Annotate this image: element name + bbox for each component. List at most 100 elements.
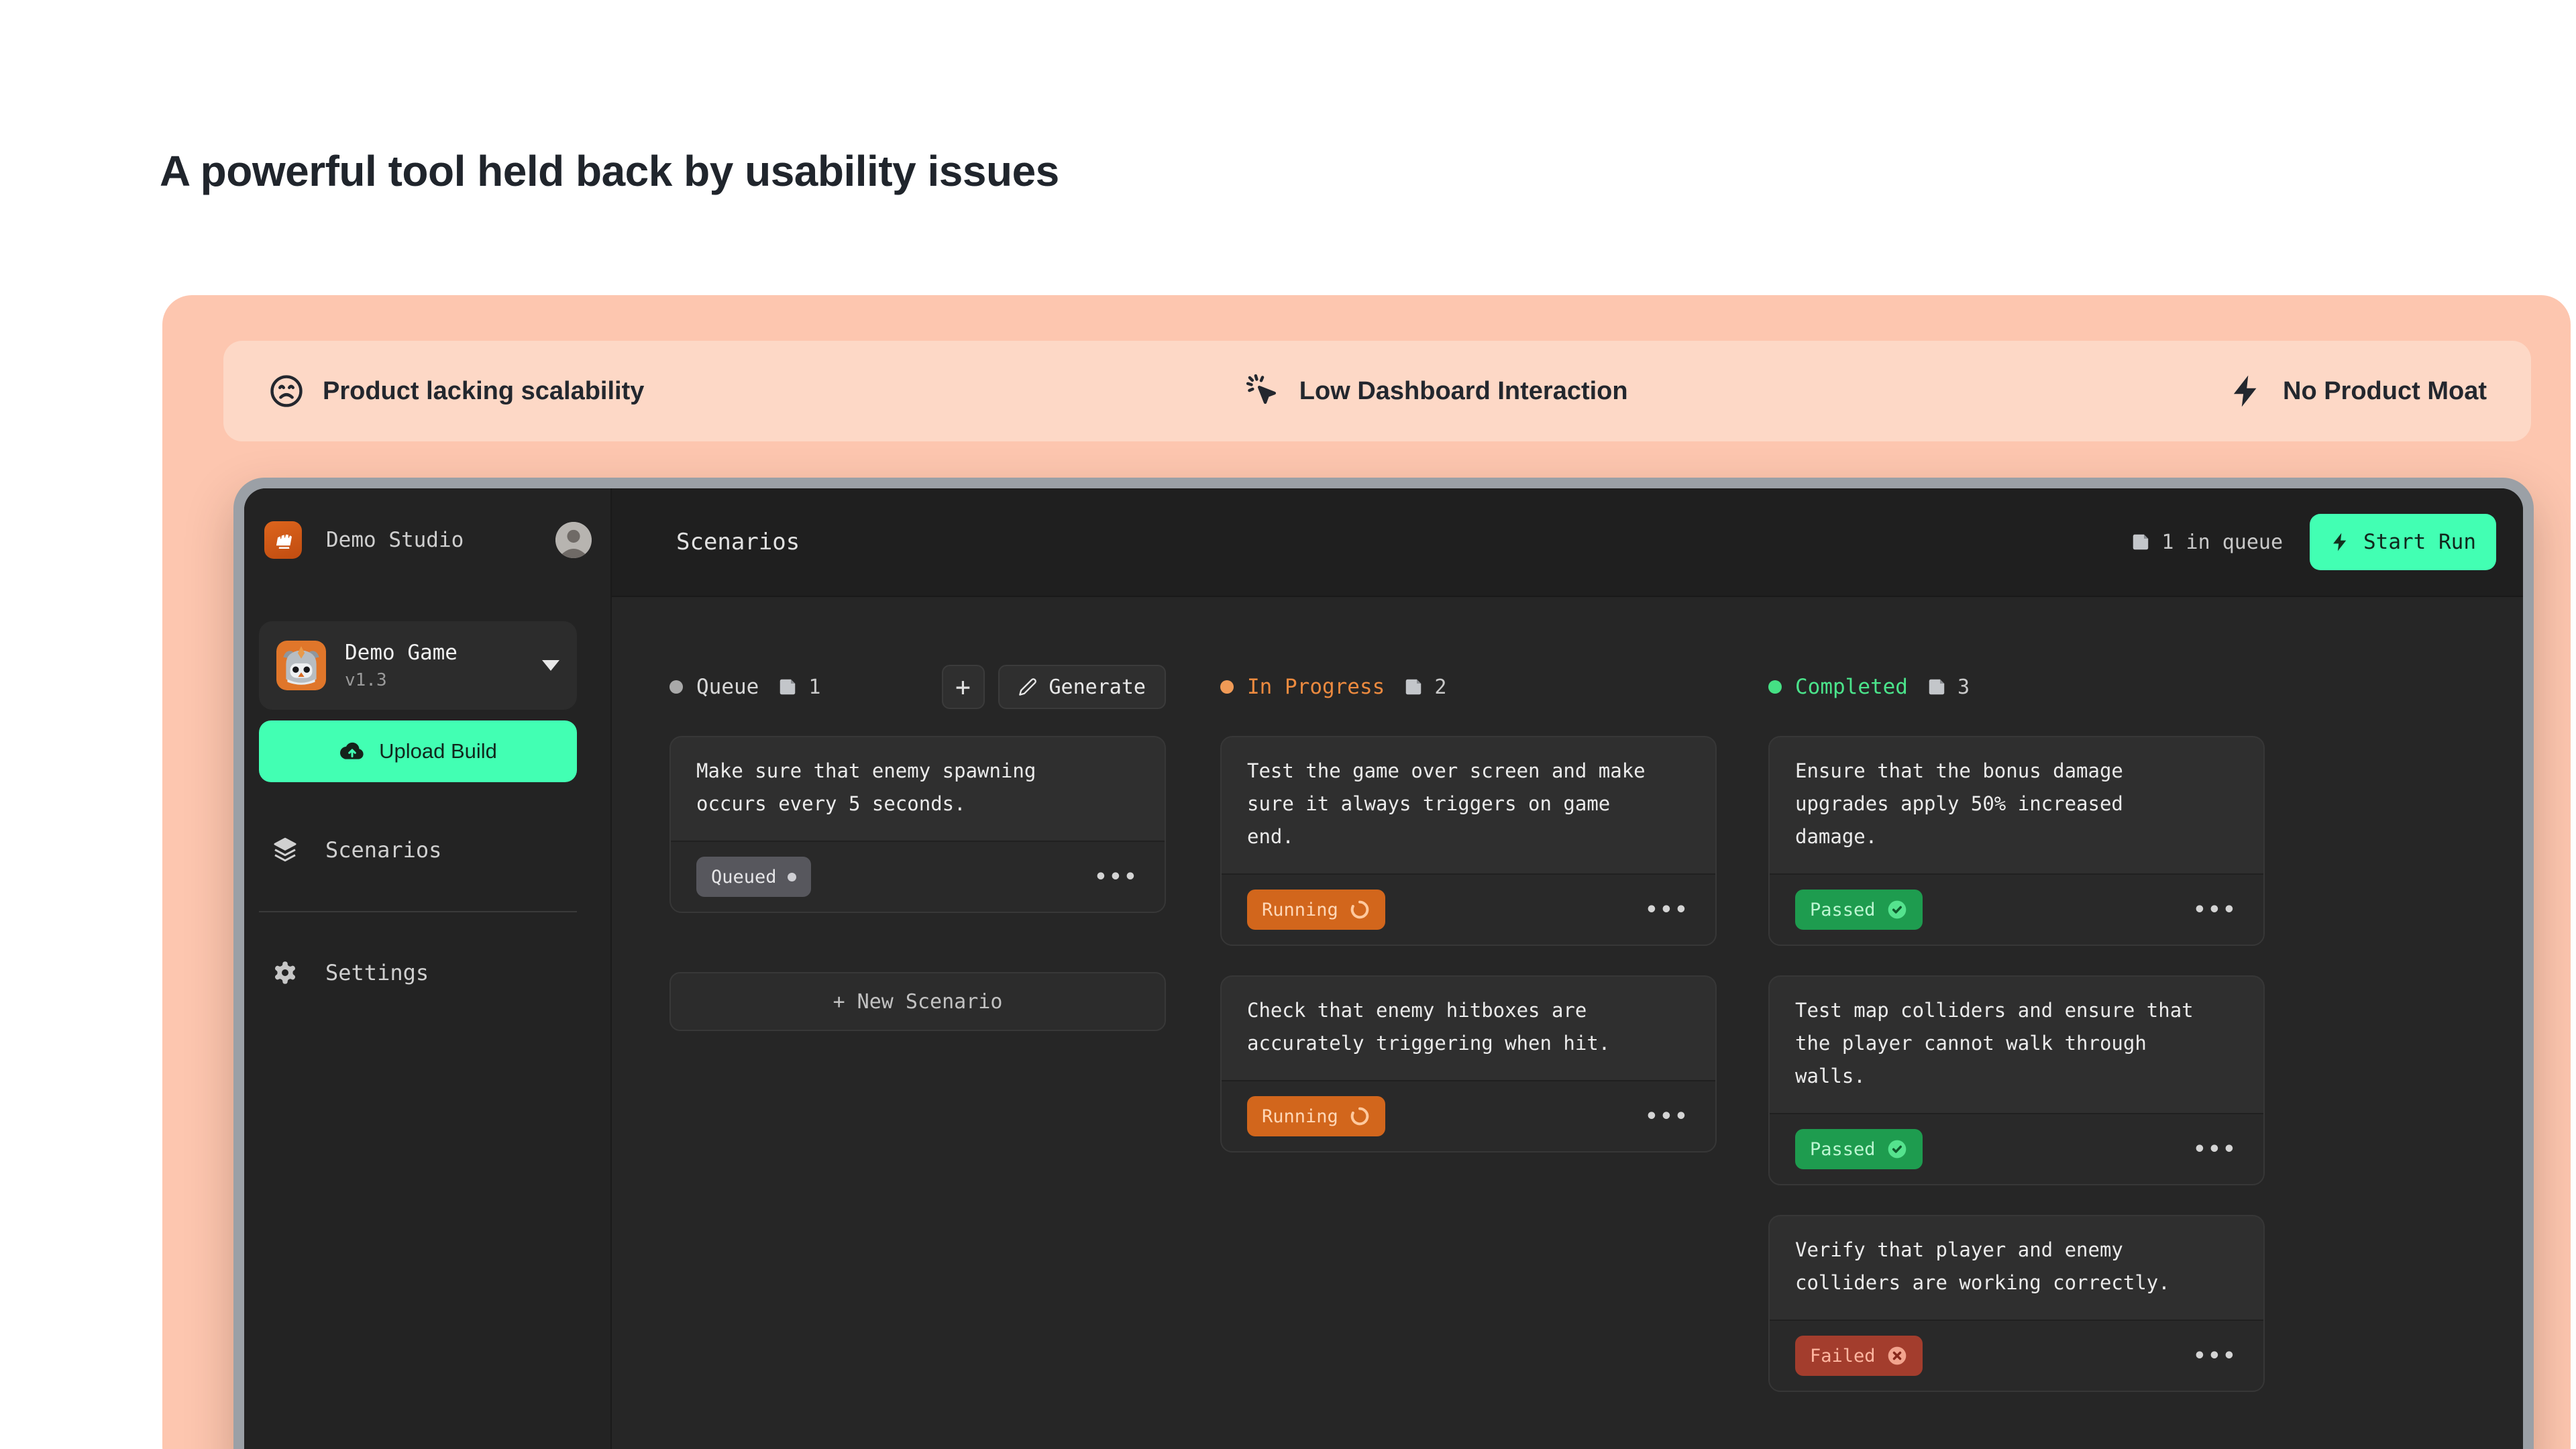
dashboard-header: Scenarios 1 in queue xyxy=(612,488,2523,597)
upload-build-button[interactable]: Upload Build xyxy=(259,720,577,782)
note-icon xyxy=(1406,679,1421,695)
column-name: In Progress xyxy=(1247,675,1385,699)
card-menu-button[interactable]: ••• xyxy=(1094,865,1139,889)
scenario-card[interactable]: Make sure that enemy spawning occurs eve… xyxy=(669,736,1166,913)
status-label: Running xyxy=(1262,899,1338,920)
x-circle-icon xyxy=(1888,1346,1906,1365)
status-label: Running xyxy=(1262,1106,1338,1127)
status-label: Queued xyxy=(711,866,777,888)
note-icon xyxy=(2133,534,2149,550)
card-footer: Failed ••• xyxy=(1770,1320,2263,1391)
sidebar-item-label: Scenarios xyxy=(325,837,442,863)
card-menu-button[interactable]: ••• xyxy=(1645,1104,1690,1128)
completed-dot-icon xyxy=(1768,680,1782,694)
game-icon xyxy=(276,641,326,690)
project-meta: Demo Game v1.3 xyxy=(345,641,458,690)
column-completed-header: Completed 3 xyxy=(1768,665,2265,709)
scenario-text: Make sure that enemy spawning occurs eve… xyxy=(696,759,1036,815)
card-footer: Running ••• xyxy=(1222,1080,1715,1151)
status-label: Passed xyxy=(1810,1138,1876,1160)
column-in-progress-header: In Progress 2 xyxy=(1220,665,1717,709)
scenario-card[interactable]: Test the game over screen and make sure … xyxy=(1220,736,1717,946)
layers-icon xyxy=(274,837,297,862)
column-count: 2 xyxy=(1434,675,1447,699)
pencil-icon xyxy=(1018,678,1036,696)
column-name: Completed xyxy=(1795,675,1908,699)
queue-dot-icon xyxy=(669,680,683,694)
status-label: Failed xyxy=(1810,1345,1876,1366)
issue-label: No Product Moat xyxy=(2283,376,2487,405)
sidebar-item-label: Settings xyxy=(325,960,429,985)
bolt-icon xyxy=(2233,375,2257,407)
status-badge: Failed xyxy=(1795,1336,1923,1376)
project-version: v1.3 xyxy=(345,670,387,690)
column-in-progress-cards: Test the game over screen and make sure … xyxy=(1220,736,1717,1152)
note-icon xyxy=(780,679,796,695)
card-footer: Passed ••• xyxy=(1770,873,2263,945)
chevron-down-icon xyxy=(542,660,559,671)
scenario-card[interactable]: Ensure that the bonus damage upgrades ap… xyxy=(1768,736,2265,946)
header-actions: 1 in queue Start Run xyxy=(2131,514,2496,570)
generate-label: Generate xyxy=(1049,675,1146,699)
start-run-label: Start Run xyxy=(2363,530,2476,554)
status-label: Passed xyxy=(1810,899,1876,920)
scenario-card[interactable]: Verify that player and enemy colliders a… xyxy=(1768,1215,2265,1392)
column-queue-header: Queue 1 + Generate xyxy=(669,665,1166,709)
studio-row: Demo Studio xyxy=(264,521,592,559)
cursor-click-icon xyxy=(1246,374,1276,405)
spinner-icon xyxy=(1350,1107,1369,1126)
cloud-upload-icon xyxy=(340,742,364,759)
gear-icon xyxy=(274,961,296,984)
issues-banner: Product lacking scalability Low Dashboar… xyxy=(223,341,2531,441)
status-badge: Running xyxy=(1247,890,1385,930)
add-scenario-button[interactable]: + xyxy=(941,665,985,709)
column-count: 1 xyxy=(808,675,821,699)
project-name: Demo Game xyxy=(345,641,458,665)
queue-status-label: 1 in queue xyxy=(2161,530,2284,554)
scenario-card[interactable]: Check that enemy hitboxes are accurately… xyxy=(1220,975,1717,1152)
issue-item-moat: No Product Moat xyxy=(2228,372,2487,410)
dashboard-title: Scenarios xyxy=(676,529,800,555)
bolt-icon xyxy=(2333,533,2347,551)
issues-panel: Product lacking scalability Low Dashboar… xyxy=(162,295,2571,1449)
card-menu-button[interactable]: ••• xyxy=(1645,898,1690,922)
sidebar-item-scenarios[interactable]: Scenarios xyxy=(272,833,441,867)
start-run-button[interactable]: Start Run xyxy=(2310,514,2496,570)
avatar[interactable] xyxy=(555,522,592,558)
status-badge: Passed xyxy=(1795,890,1923,930)
column-completed: Completed 3 Ensure that the bonus damage… xyxy=(1768,665,2265,1392)
column-count: 3 xyxy=(1957,675,1970,699)
project-selector[interactable]: Demo Game v1.3 xyxy=(259,621,577,710)
scenario-text: Test map colliders and ensure that the p… xyxy=(1795,999,2194,1087)
column-in-progress: In Progress 2 Test the game over screen … xyxy=(1220,665,1717,1152)
scenario-card[interactable]: Test map colliders and ensure that the p… xyxy=(1768,975,2265,1185)
sad-face-icon xyxy=(270,375,303,407)
sidebar: Demo Studio xyxy=(244,488,612,1449)
card-menu-button[interactable]: ••• xyxy=(2193,1344,2238,1368)
card-footer: Passed ••• xyxy=(1770,1113,2263,1184)
generate-button[interactable]: Generate xyxy=(998,665,1166,709)
status-badge: Queued xyxy=(696,857,811,897)
column-queue-cards: Make sure that enemy spawning occurs eve… xyxy=(669,736,1166,1031)
in-progress-dot-icon xyxy=(1220,680,1234,694)
new-scenario-button[interactable]: + New Scenario xyxy=(669,972,1166,1031)
column-queue: Queue 1 + Generate xyxy=(669,665,1166,1031)
studio-logo-icon xyxy=(264,521,302,559)
scenario-text: Test the game over screen and make sure … xyxy=(1247,759,1646,848)
scenario-text: Ensure that the bonus damage upgrades ap… xyxy=(1795,759,2123,848)
column-completed-cards: Ensure that the bonus damage upgrades ap… xyxy=(1768,736,2265,1392)
dashboard-window: Demo Studio xyxy=(233,478,2534,1449)
studio-name: Demo Studio xyxy=(326,528,464,552)
page-title: A powerful tool held back by usability i… xyxy=(160,147,1059,195)
card-footer: Queued ••• xyxy=(671,841,1165,912)
card-menu-button[interactable]: ••• xyxy=(2193,898,2238,922)
status-badge: Running xyxy=(1247,1096,1385,1136)
check-circle-icon xyxy=(1888,900,1906,919)
spinner-icon xyxy=(1350,900,1369,919)
issue-item-scalability: Product lacking scalability xyxy=(268,372,644,410)
card-menu-button[interactable]: ••• xyxy=(2193,1137,2238,1161)
sidebar-item-settings[interactable]: Settings xyxy=(272,955,429,990)
note-icon xyxy=(1929,679,1945,695)
card-footer: Running ••• xyxy=(1222,873,1715,945)
